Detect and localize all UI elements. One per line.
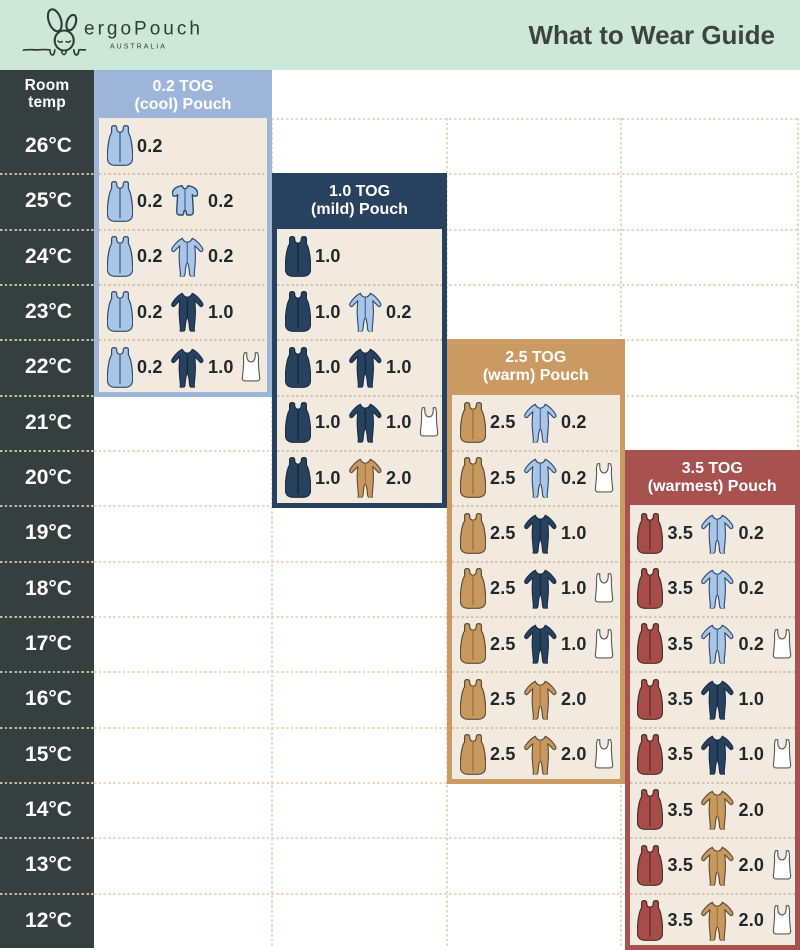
svg-text:ergoPouch: ergoPouch bbox=[84, 18, 203, 39]
svg-text:AUSTRALIA: AUSTRALIA bbox=[110, 43, 167, 50]
